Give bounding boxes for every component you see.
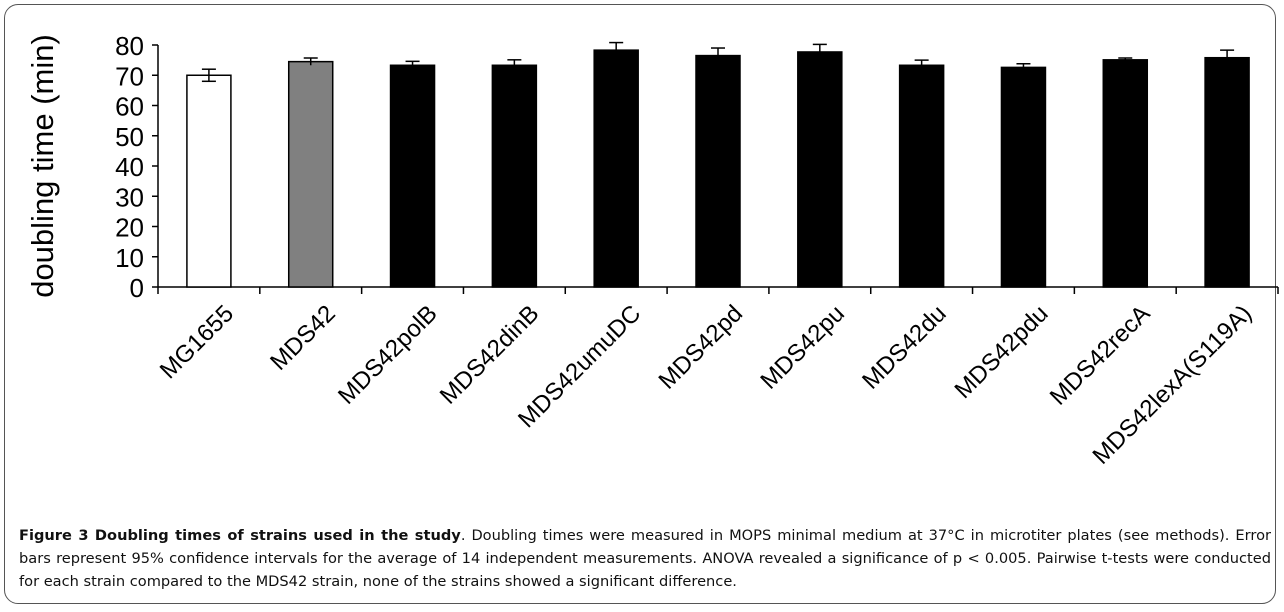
x-category-label: MDS42pu — [755, 300, 850, 395]
bar — [389, 64, 436, 288]
x-category-label: MDS42du — [857, 300, 952, 395]
y-tick-label: 70 — [115, 61, 144, 91]
y-tick-label: 80 — [115, 31, 144, 61]
bar — [491, 64, 538, 288]
y-tick-label: 0 — [130, 273, 144, 303]
x-category-label: MDS42polB — [333, 300, 443, 410]
x-category-label: MDS42dinB — [435, 300, 545, 410]
y-tick-label: 20 — [115, 213, 144, 243]
x-category-label: MDS42 — [265, 300, 341, 376]
caption-title: Figure 3 Doubling times of strains used … — [19, 527, 461, 544]
bar — [186, 74, 232, 288]
y-tick-label: 60 — [115, 92, 144, 122]
y-axis-label: doubling time (min) — [25, 34, 60, 298]
x-category-label: MDS42recA — [1045, 300, 1156, 411]
x-category-label: MDS42pd — [654, 300, 749, 395]
bar — [593, 49, 639, 288]
bar — [898, 64, 945, 288]
bar — [1000, 66, 1047, 288]
bar — [797, 51, 843, 288]
y-tick-label: 40 — [115, 152, 144, 182]
y-tick-label: 10 — [115, 243, 144, 273]
x-category-label: MDS42pdu — [950, 300, 1054, 404]
bar — [1102, 59, 1149, 288]
bar — [695, 54, 741, 288]
x-category-label: MG1655 — [155, 300, 239, 384]
y-tick-label: 30 — [115, 182, 144, 212]
y-tick-label: 50 — [115, 122, 144, 152]
figure-caption: Figure 3 Doubling times of strains used … — [19, 524, 1271, 593]
bar — [1204, 56, 1250, 288]
bar — [287, 60, 334, 288]
caption-text: . Doubling times were measured in MOPS m… — [19, 527, 1271, 590]
